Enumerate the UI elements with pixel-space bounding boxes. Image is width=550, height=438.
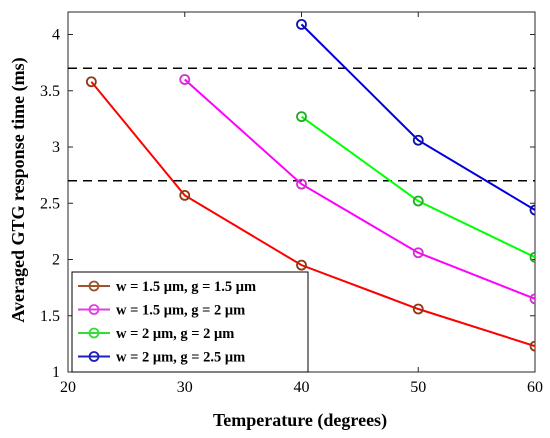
- y-tick-label: 3.5: [40, 83, 60, 100]
- legend-item: w = 2 μm, g = 2 μm: [78, 326, 234, 342]
- data-point: [179, 74, 191, 85]
- data-point: [529, 251, 535, 263]
- data-layer: [85, 18, 535, 352]
- legend-item: w = 2 μm, g = 2.5 μm: [78, 350, 245, 366]
- x-tick-label: 60: [527, 379, 543, 396]
- legend-label: w = 1.5 μm, g = 1.5 μm: [116, 279, 256, 295]
- data-point: [296, 178, 307, 190]
- data-point: [179, 189, 191, 201]
- legend-box: [71, 271, 309, 373]
- legend-swatch-marker: [88, 280, 100, 292]
- series-line: [300, 115, 535, 259]
- legend-swatch-marker: [88, 351, 100, 362]
- legend-swatch-marker: [88, 304, 100, 315]
- y-tick-label: 2: [52, 252, 60, 269]
- legend: w = 1.5 μm, g = 1.5 μm w = 1.5 μm, g = 2 …: [71, 271, 309, 373]
- data-point: [412, 303, 424, 315]
- data-point: [529, 293, 535, 305]
- legend-item: w = 1.5 μm, g = 2 μm: [78, 303, 245, 319]
- legend-label: w = 2 μm, g = 2.5 μm: [116, 350, 245, 366]
- data-point: [296, 259, 307, 271]
- data-point: [296, 111, 307, 123]
- series-line: [300, 23, 535, 211]
- legend-label: w = 1.5 μm, g = 2 μm: [116, 303, 245, 319]
- y-tick-label: 1: [52, 364, 60, 381]
- plot-area: 20 30 40 50 60 1 1.5 2 2.5 3 3.5 4 w = 1.5 μm, g = 1…: [40, 11, 543, 396]
- series-line: [184, 78, 535, 300]
- y-tick-label: 3: [52, 139, 60, 156]
- data-point: [412, 134, 424, 146]
- data-point: [412, 195, 424, 207]
- x-tick-label: 30: [177, 379, 193, 396]
- y-axis-label: Averaged GTG response time (ms): [8, 57, 29, 322]
- y-tick-label: 2.5: [40, 195, 60, 212]
- data-point: [529, 204, 535, 216]
- x-tick-label: 20: [60, 379, 76, 396]
- y-tick-label: 1.5: [40, 308, 60, 325]
- data-point: [412, 247, 424, 259]
- data-point: [529, 340, 535, 352]
- data-point: [85, 76, 97, 88]
- x-tick-label: 50: [410, 379, 426, 396]
- x-tick-label: 40: [294, 379, 310, 396]
- legend-label: w = 2 μm, g = 2 μm: [116, 326, 234, 342]
- series-line: [90, 81, 535, 348]
- x-axis-label: Temperature (degrees): [213, 410, 387, 431]
- data-point: [296, 18, 307, 30]
- legend-swatch-marker: [88, 327, 100, 339]
- y-tick-label: 4: [52, 27, 60, 44]
- legend-item: w = 1.5 μm, g = 1.5 μm: [78, 279, 256, 295]
